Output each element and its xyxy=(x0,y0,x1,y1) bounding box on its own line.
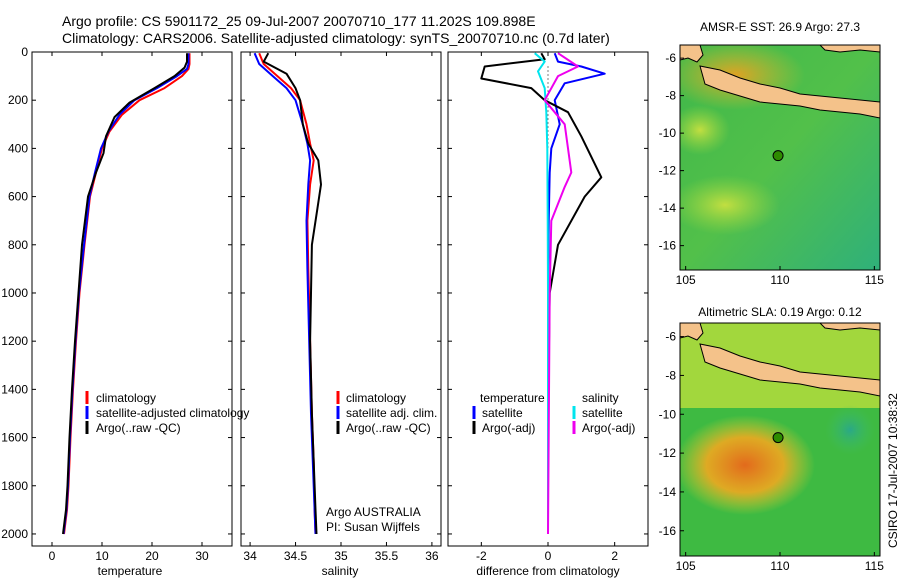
legend-label-sal-satellite: satellite xyxy=(582,406,623,420)
depth-tick-label: 800 xyxy=(8,238,28,252)
salinity-axis-ticks: 34 34.5 35 35.5 36 xyxy=(243,52,439,563)
x-tick-label: 10 xyxy=(95,549,109,563)
map-x-tick-label: 115 xyxy=(865,273,884,287)
temperature-axis-ticks: 0 10 20 30 xyxy=(49,52,209,563)
sla-map-ticks: 105 110 115 -6 -8 -10 -12 -14 -16 xyxy=(659,330,885,573)
x-tick-label: 35 xyxy=(334,549,348,563)
legend-label-temp-argo: Argo(-adj) xyxy=(482,421,535,435)
map-y-tick-label: -14 xyxy=(659,485,677,499)
map-y-tick-label: -10 xyxy=(659,126,677,140)
map-y-tick-label: -6 xyxy=(665,330,676,344)
legend-label-satellite-adj: satellite adj. clim. xyxy=(346,406,437,420)
legend-label-climatology: climatology xyxy=(346,391,406,405)
salinity-series xyxy=(253,52,322,535)
map-y-tick-label: -16 xyxy=(659,524,677,538)
difference-series xyxy=(480,52,606,535)
depth-tick-label: 1600 xyxy=(1,431,28,445)
salinity-legend: climatology satellite adj. clim. Argo(..… xyxy=(336,391,437,435)
salinity-axis-label: salinity xyxy=(322,564,359,578)
difference-axis-label: difference from climatology xyxy=(476,564,619,578)
depth-tick-label: 400 xyxy=(8,141,28,155)
map-y-tick-label: -16 xyxy=(659,239,677,253)
map-y-tick-label: -8 xyxy=(665,368,676,382)
legend-title-salinity: salinity xyxy=(582,391,619,405)
series-line-salinity-argo-adj- xyxy=(543,52,579,535)
float-position-marker xyxy=(772,432,784,444)
temperature-panel-frame xyxy=(31,51,233,547)
x-tick-label: 36 xyxy=(425,549,439,563)
x-tick-label: 34.5 xyxy=(284,549,308,563)
map-y-tick-label: -12 xyxy=(659,164,677,178)
sla-high-anomaly xyxy=(680,415,815,515)
depth-tick-label: 1400 xyxy=(1,382,28,396)
x-tick-label: 2 xyxy=(611,549,618,563)
difference-legend: temperature salinity satellite Argo(-adj… xyxy=(472,391,635,435)
x-tick-label: 20 xyxy=(145,549,159,563)
temperature-legend: climatology satellite-adjusted climatolo… xyxy=(85,391,249,435)
figure-title-line1: Argo profile: CS 5901172_25 09-Jul-2007 … xyxy=(62,13,536,29)
sst-yellow-patch xyxy=(680,175,780,235)
depth-tick-label: 0 xyxy=(21,45,28,59)
float-program-note: Argo AUSTRALIA xyxy=(326,505,421,519)
temperature-series xyxy=(62,53,191,535)
land-kalimantan-edge xyxy=(819,323,880,331)
map-y-tick-label: -10 xyxy=(659,407,677,421)
series-line-salinity-satellite xyxy=(534,52,549,534)
land-kalimantan-edge xyxy=(819,45,880,53)
land-sumatra-tip xyxy=(680,323,704,341)
sla-map-title: Altimetric SLA: 0.19 Argo: 0.12 xyxy=(698,305,862,319)
map-x-tick-label: 115 xyxy=(865,559,884,573)
temperature-axis-label: temperature xyxy=(98,564,163,578)
series-line-argo-raw-qc- xyxy=(62,53,188,535)
map-x-tick-label: 110 xyxy=(770,273,789,287)
series-line-temperature-argo-adj- xyxy=(480,52,603,534)
legend-title-temperature: temperature xyxy=(480,391,545,405)
float-position-marker xyxy=(772,150,784,162)
sst-map-title: AMSR-E SST: 26.9 Argo: 27.3 xyxy=(700,20,860,34)
series-line-satellite-adjusted-climatology xyxy=(62,53,190,535)
sst-map-field xyxy=(680,45,880,270)
legend-label-climatology: climatology xyxy=(96,391,156,405)
map-y-tick-label: -8 xyxy=(665,89,676,103)
depth-tick-label: 600 xyxy=(8,190,28,204)
land-sumatra-tip xyxy=(680,45,704,63)
figure-footer: CSIRO 17-Jul-2007 10:38:32 xyxy=(886,393,900,548)
map-y-tick-label: -12 xyxy=(659,446,677,460)
x-tick-label: 35.5 xyxy=(375,549,399,563)
salinity-panel-frame xyxy=(240,51,442,547)
depth-tick-label: 2000 xyxy=(1,527,28,541)
map-y-tick-label: -6 xyxy=(665,51,676,65)
legend-label-argo: Argo(..raw -QC) xyxy=(346,421,431,435)
legend-label-temp-satellite: satellite xyxy=(482,406,523,420)
float-pi-note: PI: Susan Wijffels xyxy=(326,520,420,534)
depth-tick-label: 1200 xyxy=(1,334,28,348)
map-x-tick-label: 105 xyxy=(676,273,696,287)
depth-tick-label: 200 xyxy=(8,93,28,107)
land-java xyxy=(699,343,880,397)
difference-axis-ticks: -2 0 2 xyxy=(476,52,618,563)
depth-tick-label: 1800 xyxy=(1,479,28,493)
sst-yellow-patch xyxy=(680,105,730,155)
sst-map-ticks: 105 110 115 -6 -8 -10 -12 -14 -16 xyxy=(659,51,885,287)
x-tick-label: -2 xyxy=(476,549,487,563)
map-x-tick-label: 110 xyxy=(770,559,789,573)
land-java xyxy=(699,65,880,119)
legend-label-sal-argo: Argo(-adj) xyxy=(582,421,635,435)
x-tick-label: 34 xyxy=(243,549,257,563)
map-x-tick-label: 105 xyxy=(676,559,696,573)
legend-label-satellite-adjusted: satellite-adjusted climatology xyxy=(96,406,249,420)
x-tick-label: 0 xyxy=(545,549,552,563)
sla-low-anomaly xyxy=(825,405,875,455)
x-tick-label: 30 xyxy=(195,549,209,563)
series-line-argo-raw-qc- xyxy=(262,52,322,535)
map-y-tick-label: -14 xyxy=(659,201,677,215)
x-tick-label: 0 xyxy=(49,549,56,563)
legend-label-argo: Argo(..raw -QC) xyxy=(96,421,181,435)
figure-title-line2: Climatology: CARS2006. Satellite-adjuste… xyxy=(62,30,610,46)
depth-axis-ticks: 0 200 400 600 800 1000 1200 1400 1600 1800 2000 xyxy=(1,45,648,541)
depth-tick-label: 1000 xyxy=(1,286,28,300)
series-line-climatology xyxy=(63,53,191,535)
